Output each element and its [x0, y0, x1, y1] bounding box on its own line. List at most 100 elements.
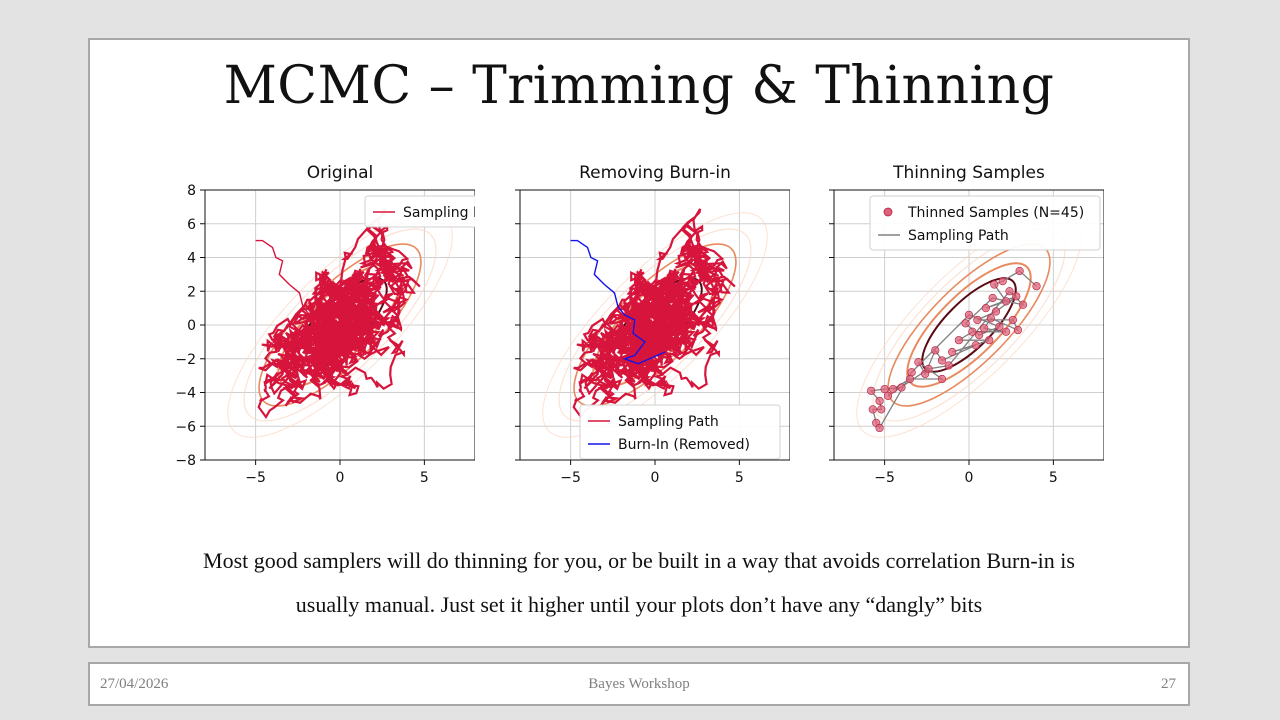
caption-line-1: Most good samplers will do thinning for …: [203, 548, 1075, 573]
legend-box: [869, 195, 1101, 251]
thinned-sample-point: [867, 386, 876, 395]
thinned-sample-point: [914, 358, 923, 367]
thinned-sample-point: [1013, 325, 1023, 335]
thinned-sample-point: [1015, 266, 1024, 276]
thinned-sample-point: [961, 319, 970, 328]
chart-title: Original: [307, 163, 374, 183]
thinned-sample-point: [931, 346, 940, 355]
thinned-sample-point: [924, 364, 933, 373]
x-tick-label: 5: [420, 470, 429, 486]
legend-label: Burn-In (Removed): [618, 437, 750, 453]
legend-label: Sampling Path: [618, 414, 719, 430]
thinned-sample-point: [880, 385, 889, 394]
chart-removing-burn-in: Removing Burn-in −5 0 5 Sampling Path Burn-In…: [515, 163, 790, 486]
thinned-sample-point: [964, 310, 974, 319]
thinned-sample-point: [1018, 300, 1028, 309]
thinned-sample-point: [897, 383, 906, 392]
thinned-sample-point: [868, 405, 877, 414]
thinned-sample-point: [1002, 327, 1011, 336]
sampling-path: [257, 208, 421, 420]
thinned-sample-point: [875, 423, 884, 433]
thinned-sample-point: [883, 391, 893, 400]
sampling-path-dangle: [255, 239, 351, 365]
legend-marker: [883, 207, 893, 217]
thinned-sample-point: [937, 356, 947, 365]
sampling-path: [572, 208, 736, 420]
y-tick-label: 6: [187, 217, 196, 233]
chart-thinning-samples: Thinning Samples −5 0 5 Thinned Samples (N=4…: [829, 163, 1104, 486]
x-tick-label: −5: [560, 470, 581, 486]
thinned-sample-point: [1002, 297, 1011, 306]
x-tick-label: −5: [245, 470, 266, 486]
thinned-sample-point: [986, 314, 996, 323]
thinned-sample-point: [971, 341, 980, 350]
thinned-sample-point: [973, 315, 982, 325]
thinned-sample-point: [907, 368, 916, 377]
y-tick-label: −2: [175, 352, 196, 368]
thinned-sample-point: [981, 304, 990, 313]
y-tick-label: −8: [175, 453, 196, 469]
footer-date: 27/04/2026: [100, 676, 169, 692]
plot-frame: [519, 189, 790, 461]
plot-frame: [833, 189, 1104, 461]
footer-center: Bayes Workshop: [588, 676, 690, 692]
footer-page-number: 27: [1161, 676, 1176, 692]
contour-ellipse: [243, 228, 437, 422]
footer: 27/04/2026 Bayes Workshop 27: [88, 662, 1190, 706]
thinned-sample-point: [937, 374, 947, 384]
thinned-sample-point: [875, 396, 884, 406]
chart-title: Thinning Samples: [892, 163, 1045, 183]
chart-original: Original −5 0 5 8 6 4 2 0 −2 −4 −6 −8 Sampling Path: [175, 163, 475, 486]
x-tick-label: 5: [735, 470, 744, 486]
thinned-sample-point: [990, 280, 999, 289]
plot-original: Original −5 0 5 8 6 4 2 0 −2 −4 −6 −8 Sampling Path: [155, 160, 475, 495]
y-tick-label: 2: [187, 284, 196, 300]
contour-ellipse: [558, 228, 752, 422]
legend-box: [364, 195, 475, 228]
plot-frame: [204, 189, 475, 461]
legend-label: Thinned Samples (N=45): [907, 205, 1084, 221]
slide: MCMC – Trimming & Thinning Original −5 0 5 8…: [88, 38, 1190, 648]
y-tick-label: −6: [175, 419, 196, 435]
burn-in-path: [570, 239, 666, 365]
thinned-sample-point: [980, 324, 989, 333]
plot-removing-burn-in: Removing Burn-in −5 0 5 Sampling Path Burn-In…: [470, 160, 790, 495]
y-tick-label: 0: [187, 318, 196, 334]
thinned-sample-point: [991, 307, 1001, 316]
thinned-sample-point: [988, 293, 997, 303]
thinned-sample-point: [948, 347, 957, 357]
thinned-sample-point: [995, 322, 1004, 331]
x-tick-label: 0: [965, 470, 974, 486]
thinned-sample-point: [968, 327, 977, 336]
chart-title: Removing Burn-in: [579, 163, 731, 183]
legend-label: Sampling Path: [908, 228, 1009, 244]
y-tick-label: −4: [175, 386, 196, 402]
y-tick-label: 4: [187, 251, 196, 267]
plot-axes: Thinning Samples −5 0 5 Thinned Samples (N=4…: [829, 163, 1104, 486]
x-tick-label: −5: [874, 470, 895, 486]
thinned-sample-point: [1032, 282, 1041, 291]
plot-thinning-samples: Thinning Samples −5 0 5 Thinned Samples (N=4…: [784, 160, 1104, 495]
thinned-sample-point: [1008, 315, 1017, 325]
thinned-sample-point: [954, 336, 963, 345]
contour-ellipse: [542, 212, 768, 438]
legend-box: [579, 404, 781, 460]
thinned-sample-point: [944, 361, 953, 370]
thinned-sample-point: [905, 374, 915, 384]
thinned-sample-point: [1012, 292, 1021, 301]
x-tick-label: 5: [1049, 470, 1058, 486]
plot-axes: Original −5 0 5 8 6 4 2 0 −2 −4 −6 −8 Sampling Path: [175, 163, 475, 486]
legend-label: Sampling Path: [403, 205, 475, 221]
thinned-sample-point: [985, 336, 994, 345]
thinned-sample-point: [888, 385, 898, 394]
thinned-sample-point: [975, 331, 984, 340]
x-tick-label: 0: [651, 470, 660, 486]
plot-axes: Removing Burn-in −5 0 5 Sampling Path Burn-In…: [515, 163, 790, 486]
y-tick-label: 8: [187, 183, 196, 199]
contour-ellipse: [906, 262, 1032, 388]
caption-line-2: usually manual. Just set it higher until…: [295, 592, 983, 617]
thinned-sample-point: [877, 405, 886, 414]
thinned-sample-point: [1005, 287, 1014, 296]
thinned-sample-point: [998, 277, 1007, 286]
slide-title: MCMC – Trimming & Thinning: [223, 56, 1055, 116]
